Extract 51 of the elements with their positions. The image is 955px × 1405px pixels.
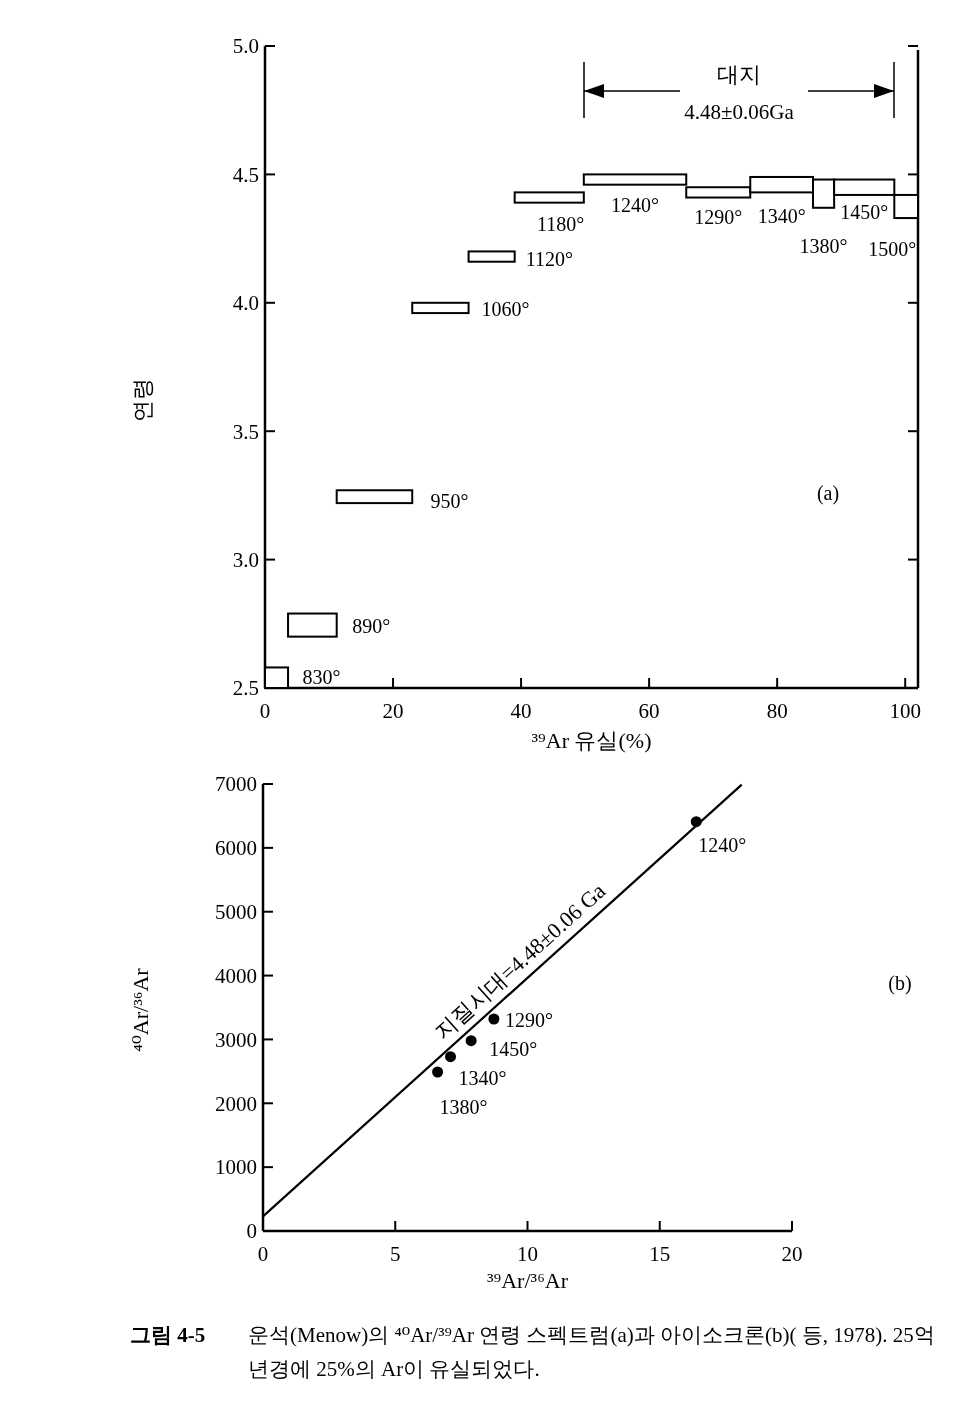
x-axis-title: ³⁹Ar/³⁶Ar bbox=[486, 1268, 569, 1293]
x-tick-label: 80 bbox=[766, 699, 788, 723]
y-tick-label: 4000 bbox=[215, 963, 257, 988]
y-tick-label: 5.0 bbox=[232, 34, 259, 59]
annotation: 1500° bbox=[868, 237, 917, 260]
annotation: 1380° bbox=[439, 1096, 488, 1118]
x-tick-label: 5 bbox=[390, 1242, 401, 1266]
x-tick-label: 15 bbox=[649, 1242, 671, 1266]
annotation: 1290° bbox=[694, 206, 743, 229]
annotation: (a) bbox=[816, 482, 840, 505]
y-tick-label: 3.0 bbox=[232, 547, 259, 572]
y-tick-label: 0 bbox=[246, 1219, 257, 1244]
x-tick-label: 100 bbox=[889, 699, 921, 723]
point bbox=[432, 1066, 444, 1078]
annotation: 1380° bbox=[799, 234, 848, 257]
annotation: 4.48±0.06Ga bbox=[684, 100, 795, 125]
annotation: 1180° bbox=[536, 213, 585, 236]
y-tick-label: 4.0 bbox=[232, 291, 259, 316]
y-tick-label: 3.5 bbox=[232, 419, 259, 444]
y-tick-label: 2000 bbox=[215, 1091, 257, 1116]
y-axis-title: ⁴⁰Ar/³⁶Ar bbox=[128, 967, 153, 1052]
x-tick-label: 20 bbox=[382, 699, 404, 723]
y-tick-label: 2.5 bbox=[232, 676, 259, 701]
text: (b) bbox=[888, 972, 912, 995]
y-axis-title: 연령 bbox=[130, 378, 155, 422]
x-tick-label: 10 bbox=[517, 1242, 538, 1266]
y-tick-label: 1000 bbox=[215, 1155, 257, 1180]
y-tick-label: 7000 bbox=[215, 772, 257, 797]
y-tick-label: 6000 bbox=[215, 836, 257, 861]
annotation: 1450° bbox=[489, 1037, 538, 1060]
point bbox=[445, 1051, 457, 1063]
x-tick-label: 60 bbox=[638, 699, 660, 723]
annotation: 대지 bbox=[717, 61, 761, 87]
annotation: 1450° bbox=[840, 200, 889, 223]
annotation: 1120° bbox=[525, 248, 573, 271]
annotation: 830° bbox=[302, 666, 341, 689]
annotation: 890° bbox=[352, 614, 391, 637]
caption: 그림 4-5 bbox=[130, 1322, 207, 1349]
y-tick-label: 5000 bbox=[215, 900, 257, 925]
annotation: 1240° bbox=[611, 194, 660, 217]
annotation: 950° bbox=[430, 490, 469, 513]
annotation: 1340° bbox=[458, 1066, 507, 1089]
x-tick-label: 40 bbox=[510, 699, 532, 723]
x-tick-label: 20 bbox=[781, 1242, 803, 1266]
text: 운석(Menow)의 ⁴⁰Ar/³⁹Ar 연령 스펙트럼(a)과 아이소크론(b)( 등, 1978). 25억 년경에 25%의 Ar이 유실되었다. bbox=[248, 1322, 936, 1383]
x-axis-title: ³⁹Ar 유실(%) bbox=[531, 728, 652, 753]
y-tick-label: 4.5 bbox=[232, 162, 259, 187]
annotation: 1060° bbox=[481, 297, 530, 320]
annotation: 1340° bbox=[757, 204, 806, 227]
y-tick-label: 3000 bbox=[215, 1027, 257, 1052]
annotation: 1240° bbox=[698, 833, 747, 856]
